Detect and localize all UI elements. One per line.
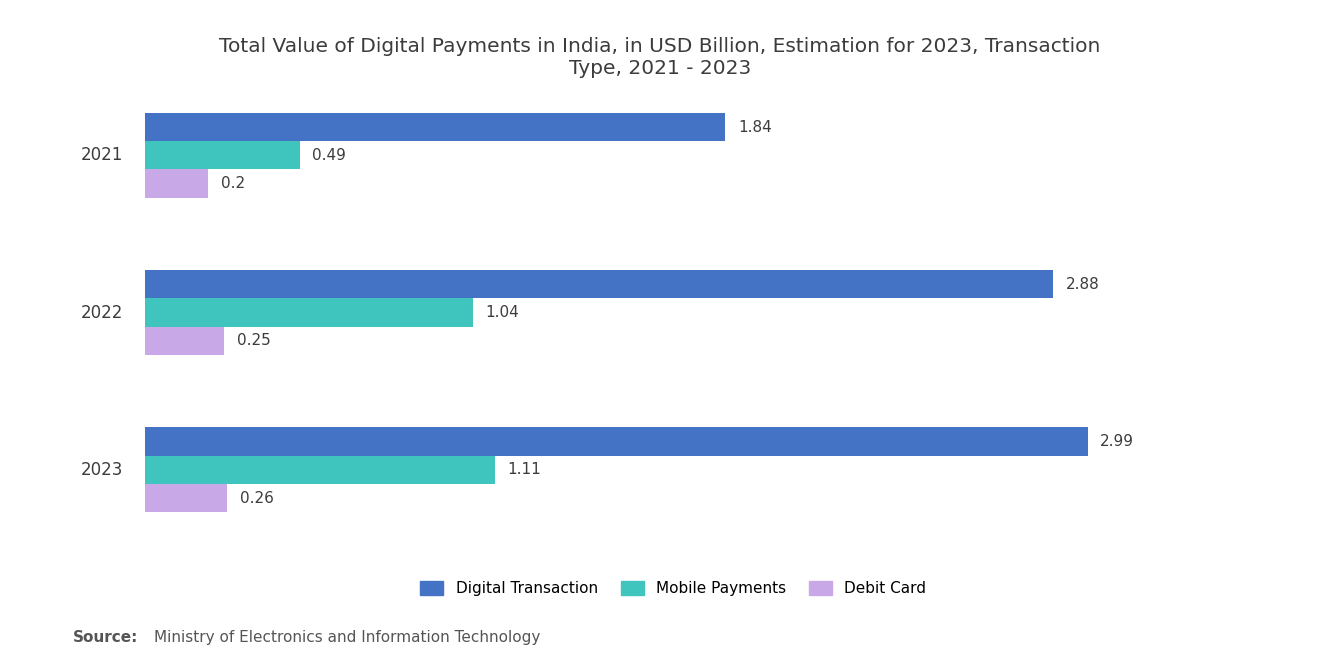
Bar: [145, 113, 725, 141]
Bar: [145, 327, 224, 355]
Text: 0.25: 0.25: [236, 333, 271, 348]
Text: 2022: 2022: [81, 303, 123, 322]
Text: Source:: Source:: [73, 630, 139, 645]
Text: Ministry of Electronics and Information Technology: Ministry of Electronics and Information …: [154, 630, 541, 645]
Bar: [145, 170, 209, 198]
Text: 1.84: 1.84: [738, 120, 772, 134]
Bar: [145, 428, 1088, 456]
Legend: Digital Transaction, Mobile Payments, Debit Card: Digital Transaction, Mobile Payments, De…: [414, 575, 932, 602]
Text: 2.99: 2.99: [1101, 434, 1134, 449]
Bar: [145, 141, 300, 170]
Text: 0.2: 0.2: [220, 176, 246, 191]
Bar: [145, 484, 227, 512]
Bar: [145, 270, 1053, 299]
Text: 1.11: 1.11: [508, 462, 541, 477]
Bar: [145, 456, 495, 484]
Text: 0.26: 0.26: [240, 491, 273, 505]
Text: 1.04: 1.04: [486, 305, 519, 320]
Text: Total Value of Digital Payments in India, in USD Billion, Estimation for 2023, T: Total Value of Digital Payments in India…: [219, 37, 1101, 78]
Text: 2.88: 2.88: [1065, 277, 1100, 292]
Text: 2023: 2023: [81, 461, 123, 479]
Text: 0.49: 0.49: [313, 148, 346, 163]
Text: 2021: 2021: [81, 146, 123, 164]
Bar: [145, 299, 473, 327]
